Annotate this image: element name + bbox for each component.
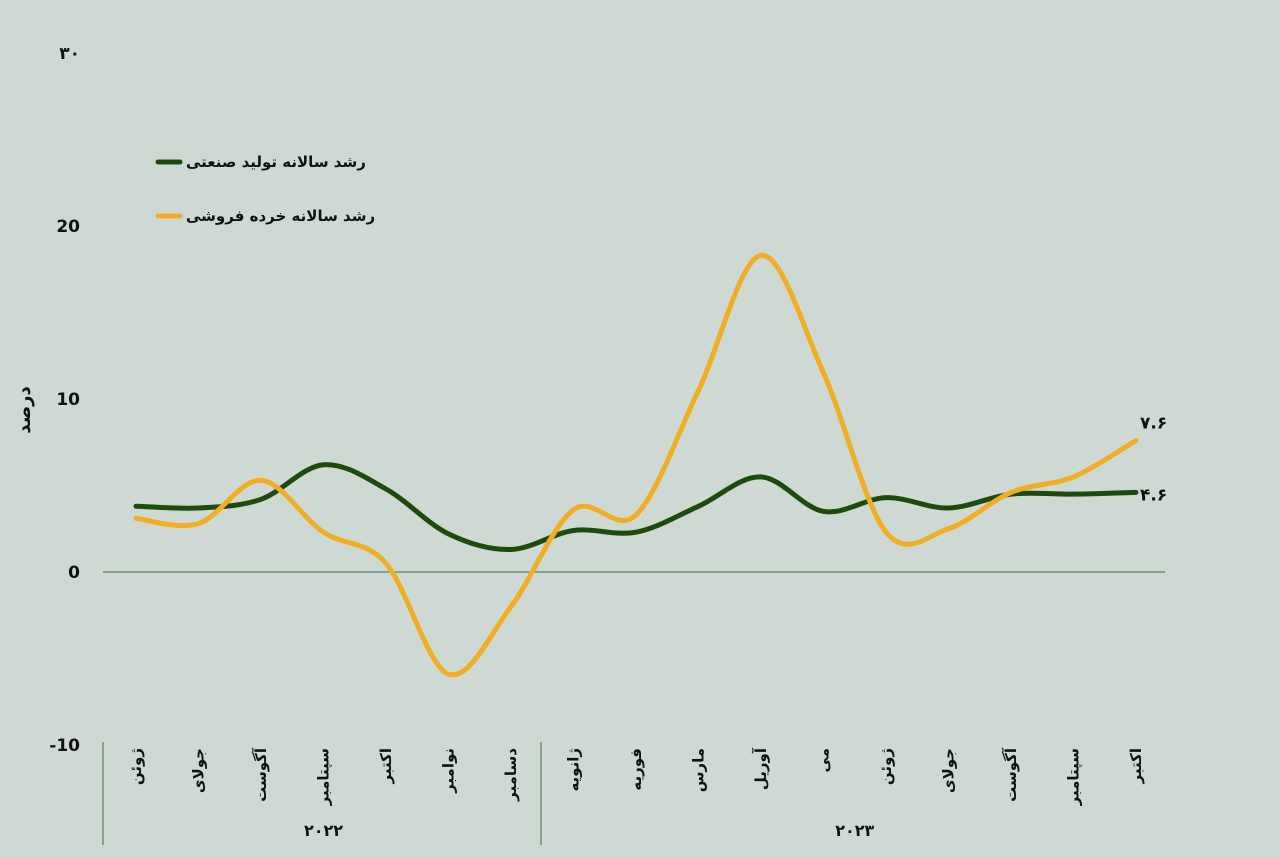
legend-label: رشد سالانه تولید صنعتی xyxy=(186,153,366,171)
series-end-label: ۷.۶ xyxy=(1140,414,1167,434)
y-tick-label: 0 xyxy=(68,563,80,583)
x-tick-label: می xyxy=(815,748,833,772)
x-axis-labels: ژوئن جولای آگوست سپتامبر اکتبر نوامبر دسامبر ژا… xyxy=(127,747,1145,806)
x-tick-label: آوریل xyxy=(752,747,770,790)
year-labels: ۲۰۲۲ ۲۰۲۳ xyxy=(304,821,875,840)
x-tick-label: اکتبر xyxy=(1127,748,1145,784)
x-tick-label: سپتامبر xyxy=(1065,748,1084,806)
y-tick-label: -10 xyxy=(49,736,80,756)
x-tick-label: ژانویه xyxy=(565,748,583,792)
y-tick-label: ۳۰ xyxy=(59,44,80,64)
year-label: ۲۰۲۳ xyxy=(835,821,874,840)
x-tick-label: جولای xyxy=(940,748,958,793)
x-axis xyxy=(102,742,542,845)
end-labels: ۴.۶ ۷.۶ xyxy=(1140,414,1167,506)
x-tick-label: آگوست xyxy=(1002,747,1020,802)
series-end-label: ۴.۶ xyxy=(1140,485,1167,505)
x-tick-label: اکتبر xyxy=(377,748,395,784)
x-tick-label: ژوئن xyxy=(127,748,145,785)
year-label: ۲۰۲۲ xyxy=(304,821,343,840)
x-tick-label: آگوست xyxy=(252,747,270,802)
x-tick-label: سپتامبر xyxy=(315,748,334,806)
legend: رشد سالانه تولید صنعتی رشد سالانه خرده فر… xyxy=(155,153,375,225)
x-tick-label: فوریه xyxy=(627,748,645,791)
x-tick-label: ژوئن xyxy=(877,748,895,785)
x-tick-label: دسامبر xyxy=(502,748,520,802)
series-line xyxy=(133,462,1139,553)
x-tick-label: مارس xyxy=(690,748,708,792)
y-axis-label: درصد xyxy=(14,386,35,433)
x-tick-label: نوامبر xyxy=(440,748,458,794)
x-tick-label: جولای xyxy=(190,748,208,793)
legend-label: رشد سالانه خرده فروشی xyxy=(186,207,375,225)
series-line xyxy=(133,252,1139,678)
y-tick-label: 20 xyxy=(56,217,80,237)
series-lines xyxy=(133,252,1139,678)
y-tick-label: 10 xyxy=(56,390,80,410)
y-axis-ticks: ۳۰ 20 10 0 -10 xyxy=(49,44,80,756)
